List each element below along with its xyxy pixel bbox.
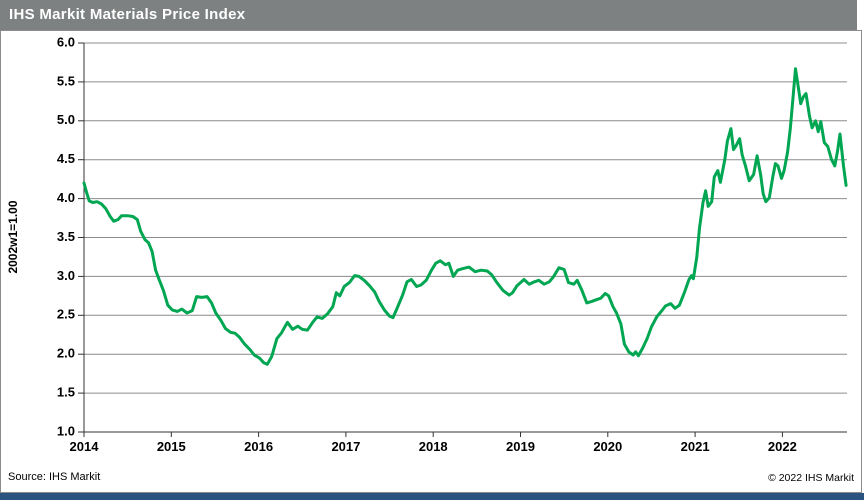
y-tick-label: 2.5	[57, 307, 75, 322]
y-tick-label: 3.5	[57, 229, 75, 244]
y-tick-label: 4.0	[57, 190, 75, 205]
footer-accent-bar	[0, 493, 864, 500]
chart-frame	[0, 30, 862, 493]
x-tick-label: 2020	[593, 439, 622, 454]
x-tick-label: 2017	[331, 439, 360, 454]
x-tick-label: 2018	[419, 439, 448, 454]
y-tick-label: 1.0	[57, 423, 75, 438]
y-tick-label: 3.0	[57, 268, 75, 283]
y-tick-label: 4.5	[57, 151, 75, 166]
x-tick-label: 2015	[157, 439, 186, 454]
source-note: Source: IHS Markit	[8, 471, 101, 483]
chart-title: IHS Markit Materials Price Index	[9, 6, 246, 23]
y-tick-label: 2.0	[57, 346, 75, 361]
y-tick-label: 5.0	[57, 112, 75, 127]
x-tick-label: 2014	[70, 439, 100, 454]
price-index-line	[82, 67, 848, 366]
y-tick-label: 5.5	[57, 73, 75, 88]
y-tick-label: 6.0	[57, 34, 75, 49]
y-axis-label: 2002w1=1.00	[6, 200, 20, 274]
copyright-note: © 2022 IHS Markit	[768, 472, 854, 484]
x-tick-label: 2016	[244, 439, 273, 454]
y-tick-label: 1.5	[57, 385, 75, 400]
x-tick-label: 2021	[681, 439, 710, 454]
chart-title-bar: IHS Markit Materials Price Index	[0, 0, 857, 30]
x-tick-label: 2022	[768, 439, 797, 454]
x-tick-label: 2019	[506, 439, 535, 454]
